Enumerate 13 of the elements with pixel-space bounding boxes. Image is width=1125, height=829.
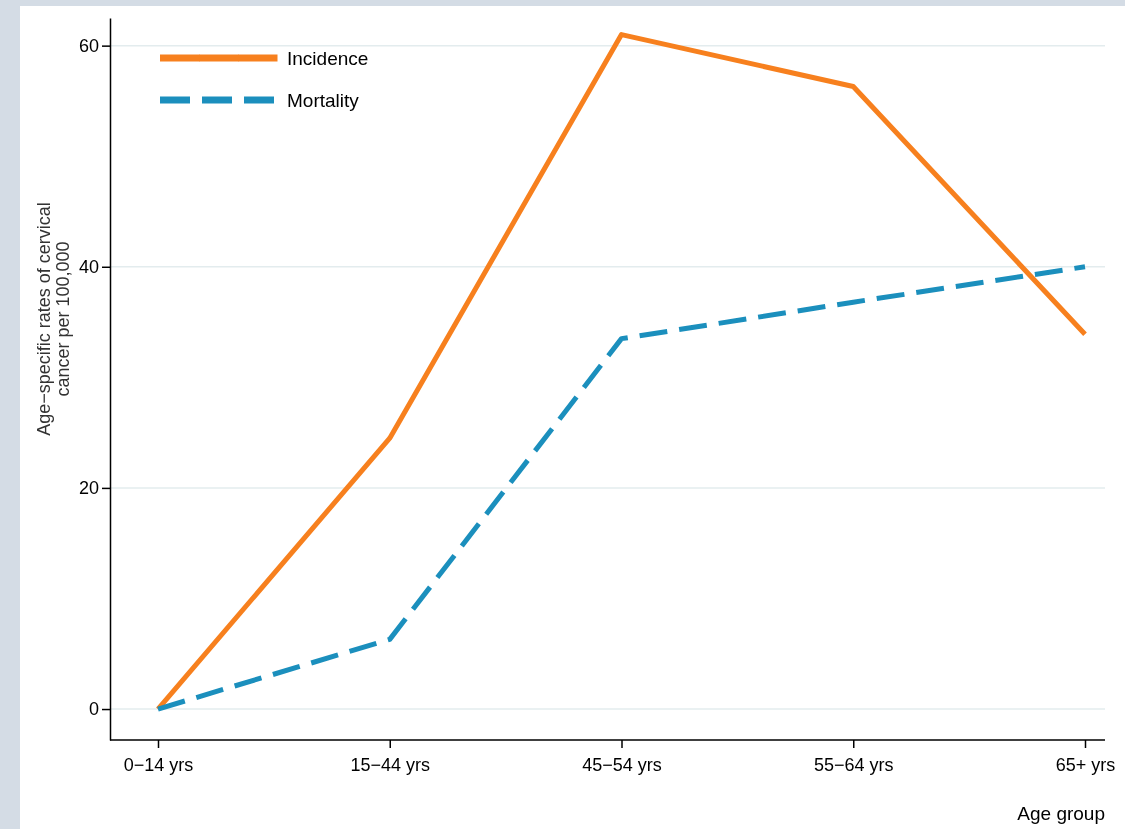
legend-label: Mortality [287, 90, 360, 111]
x-axis-title: Age group [1017, 803, 1105, 824]
x-tick-label: 15−44 yrs [350, 754, 431, 775]
y-axis-title: Age−specific rates of cervical cancer per 100,000 [34, 202, 73, 436]
y-tick-label: 60 [78, 35, 99, 56]
x-tick-label: 0−14 yrs [123, 754, 194, 775]
y-tick-label: 20 [78, 478, 99, 499]
y-tick-label: 0 [88, 699, 99, 720]
x-tick-label: 65+ yrs [1055, 754, 1116, 775]
x-tick-label: 55−64 yrs [813, 754, 894, 775]
x-tick-label: 45−54 yrs [582, 754, 662, 775]
y-tick-label: 40 [78, 257, 99, 278]
legend-label: Incidence [287, 48, 369, 69]
